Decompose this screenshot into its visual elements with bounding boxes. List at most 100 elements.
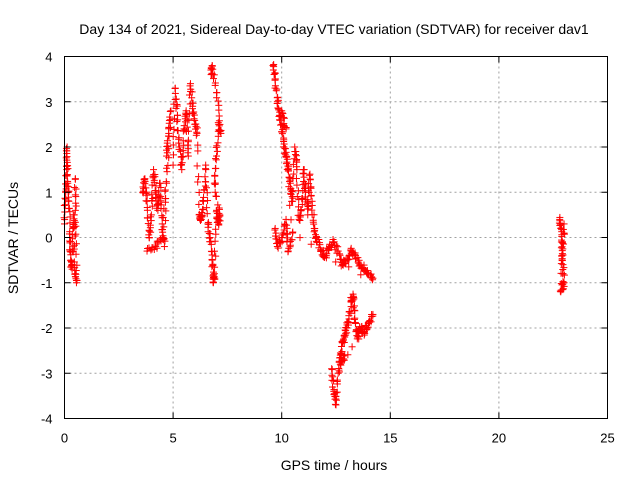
- data-point: [190, 115, 198, 123]
- data-point: [184, 136, 192, 144]
- data-point: [183, 116, 191, 124]
- data-point: [163, 149, 171, 157]
- data-point: [279, 110, 287, 118]
- data-point: [194, 178, 202, 186]
- data-point: [163, 168, 171, 176]
- data-point: [159, 213, 167, 221]
- data-point: [302, 181, 310, 189]
- data-point: [184, 145, 192, 153]
- data-point: [367, 270, 375, 278]
- data-point: [368, 273, 376, 281]
- data-point: [72, 240, 80, 248]
- data-point: [338, 348, 346, 356]
- data-point: [71, 191, 79, 199]
- data-point: [560, 271, 568, 279]
- data-point: [330, 238, 338, 246]
- data-point: [151, 173, 159, 181]
- data-point: [286, 201, 294, 209]
- data-points: [60, 60, 568, 409]
- data-point: [147, 211, 155, 219]
- data-point: [160, 205, 168, 213]
- data-point: [140, 179, 148, 187]
- data-point: [203, 189, 211, 197]
- data-point: [278, 130, 286, 138]
- data-point: [557, 269, 565, 277]
- data-point: [284, 230, 292, 238]
- data-point: [183, 123, 191, 131]
- data-point: [207, 240, 215, 248]
- data-point: [191, 125, 199, 133]
- data-point: [210, 247, 218, 255]
- data-point: [282, 153, 290, 161]
- data-point: [142, 189, 150, 197]
- data-point: [188, 94, 196, 102]
- data-point: [297, 206, 305, 214]
- data-point: [310, 211, 318, 219]
- data-point: [361, 330, 369, 338]
- x-tick-label: 15: [383, 431, 397, 446]
- data-point: [184, 141, 192, 149]
- data-point: [66, 239, 74, 247]
- data-point: [65, 187, 73, 195]
- data-point: [203, 184, 211, 192]
- data-point: [560, 220, 568, 228]
- data-point: [179, 137, 187, 145]
- data-point: [210, 75, 218, 83]
- data-point: [283, 221, 291, 229]
- y-tick-label: 1: [45, 185, 52, 200]
- data-point: [65, 205, 73, 213]
- data-point: [185, 127, 193, 135]
- data-point: [280, 136, 288, 144]
- data-point: [328, 365, 336, 373]
- data-point: [198, 212, 206, 220]
- data-point: [559, 239, 567, 247]
- data-point: [160, 223, 168, 231]
- data-point: [158, 234, 166, 241]
- data-point: [292, 174, 300, 182]
- data-point: [557, 260, 565, 268]
- data-point: [363, 267, 371, 275]
- data-point: [161, 186, 169, 194]
- data-point: [205, 220, 213, 228]
- data-point: [557, 244, 565, 252]
- data-point: [334, 369, 342, 377]
- data-point: [295, 196, 303, 204]
- data-point: [290, 170, 298, 178]
- data-point: [173, 102, 181, 110]
- data-point: [285, 183, 293, 191]
- data-point: [351, 314, 359, 322]
- data-point: [211, 263, 219, 271]
- data-point: [169, 151, 177, 159]
- data-point: [347, 309, 355, 317]
- data-point: [70, 217, 78, 225]
- data-point: [215, 112, 223, 120]
- data-point: [202, 166, 210, 174]
- data-point: [315, 235, 323, 243]
- data-point: [272, 87, 280, 95]
- data-point: [178, 166, 186, 174]
- data-point: [286, 237, 294, 245]
- data-point: [345, 308, 353, 316]
- data-point: [291, 143, 299, 151]
- y-tick-label: -1: [41, 276, 53, 291]
- data-point: [299, 169, 307, 177]
- data-point: [215, 204, 223, 212]
- data-point: [278, 231, 286, 239]
- data-point: [307, 184, 315, 192]
- data-point: [270, 70, 278, 78]
- data-point: [280, 113, 288, 121]
- data-point: [143, 191, 151, 199]
- data-point: [216, 120, 224, 128]
- data-point: [335, 368, 343, 376]
- data-point: [213, 147, 221, 155]
- data-point: [273, 99, 281, 107]
- data-point: [143, 247, 151, 255]
- data-point: [150, 178, 158, 186]
- data-point: [282, 230, 290, 238]
- data-point: [163, 179, 171, 187]
- data-point: [337, 361, 345, 369]
- data-point: [161, 198, 169, 206]
- data-point: [292, 151, 300, 159]
- data-point: [208, 256, 216, 264]
- data-point: [293, 181, 301, 189]
